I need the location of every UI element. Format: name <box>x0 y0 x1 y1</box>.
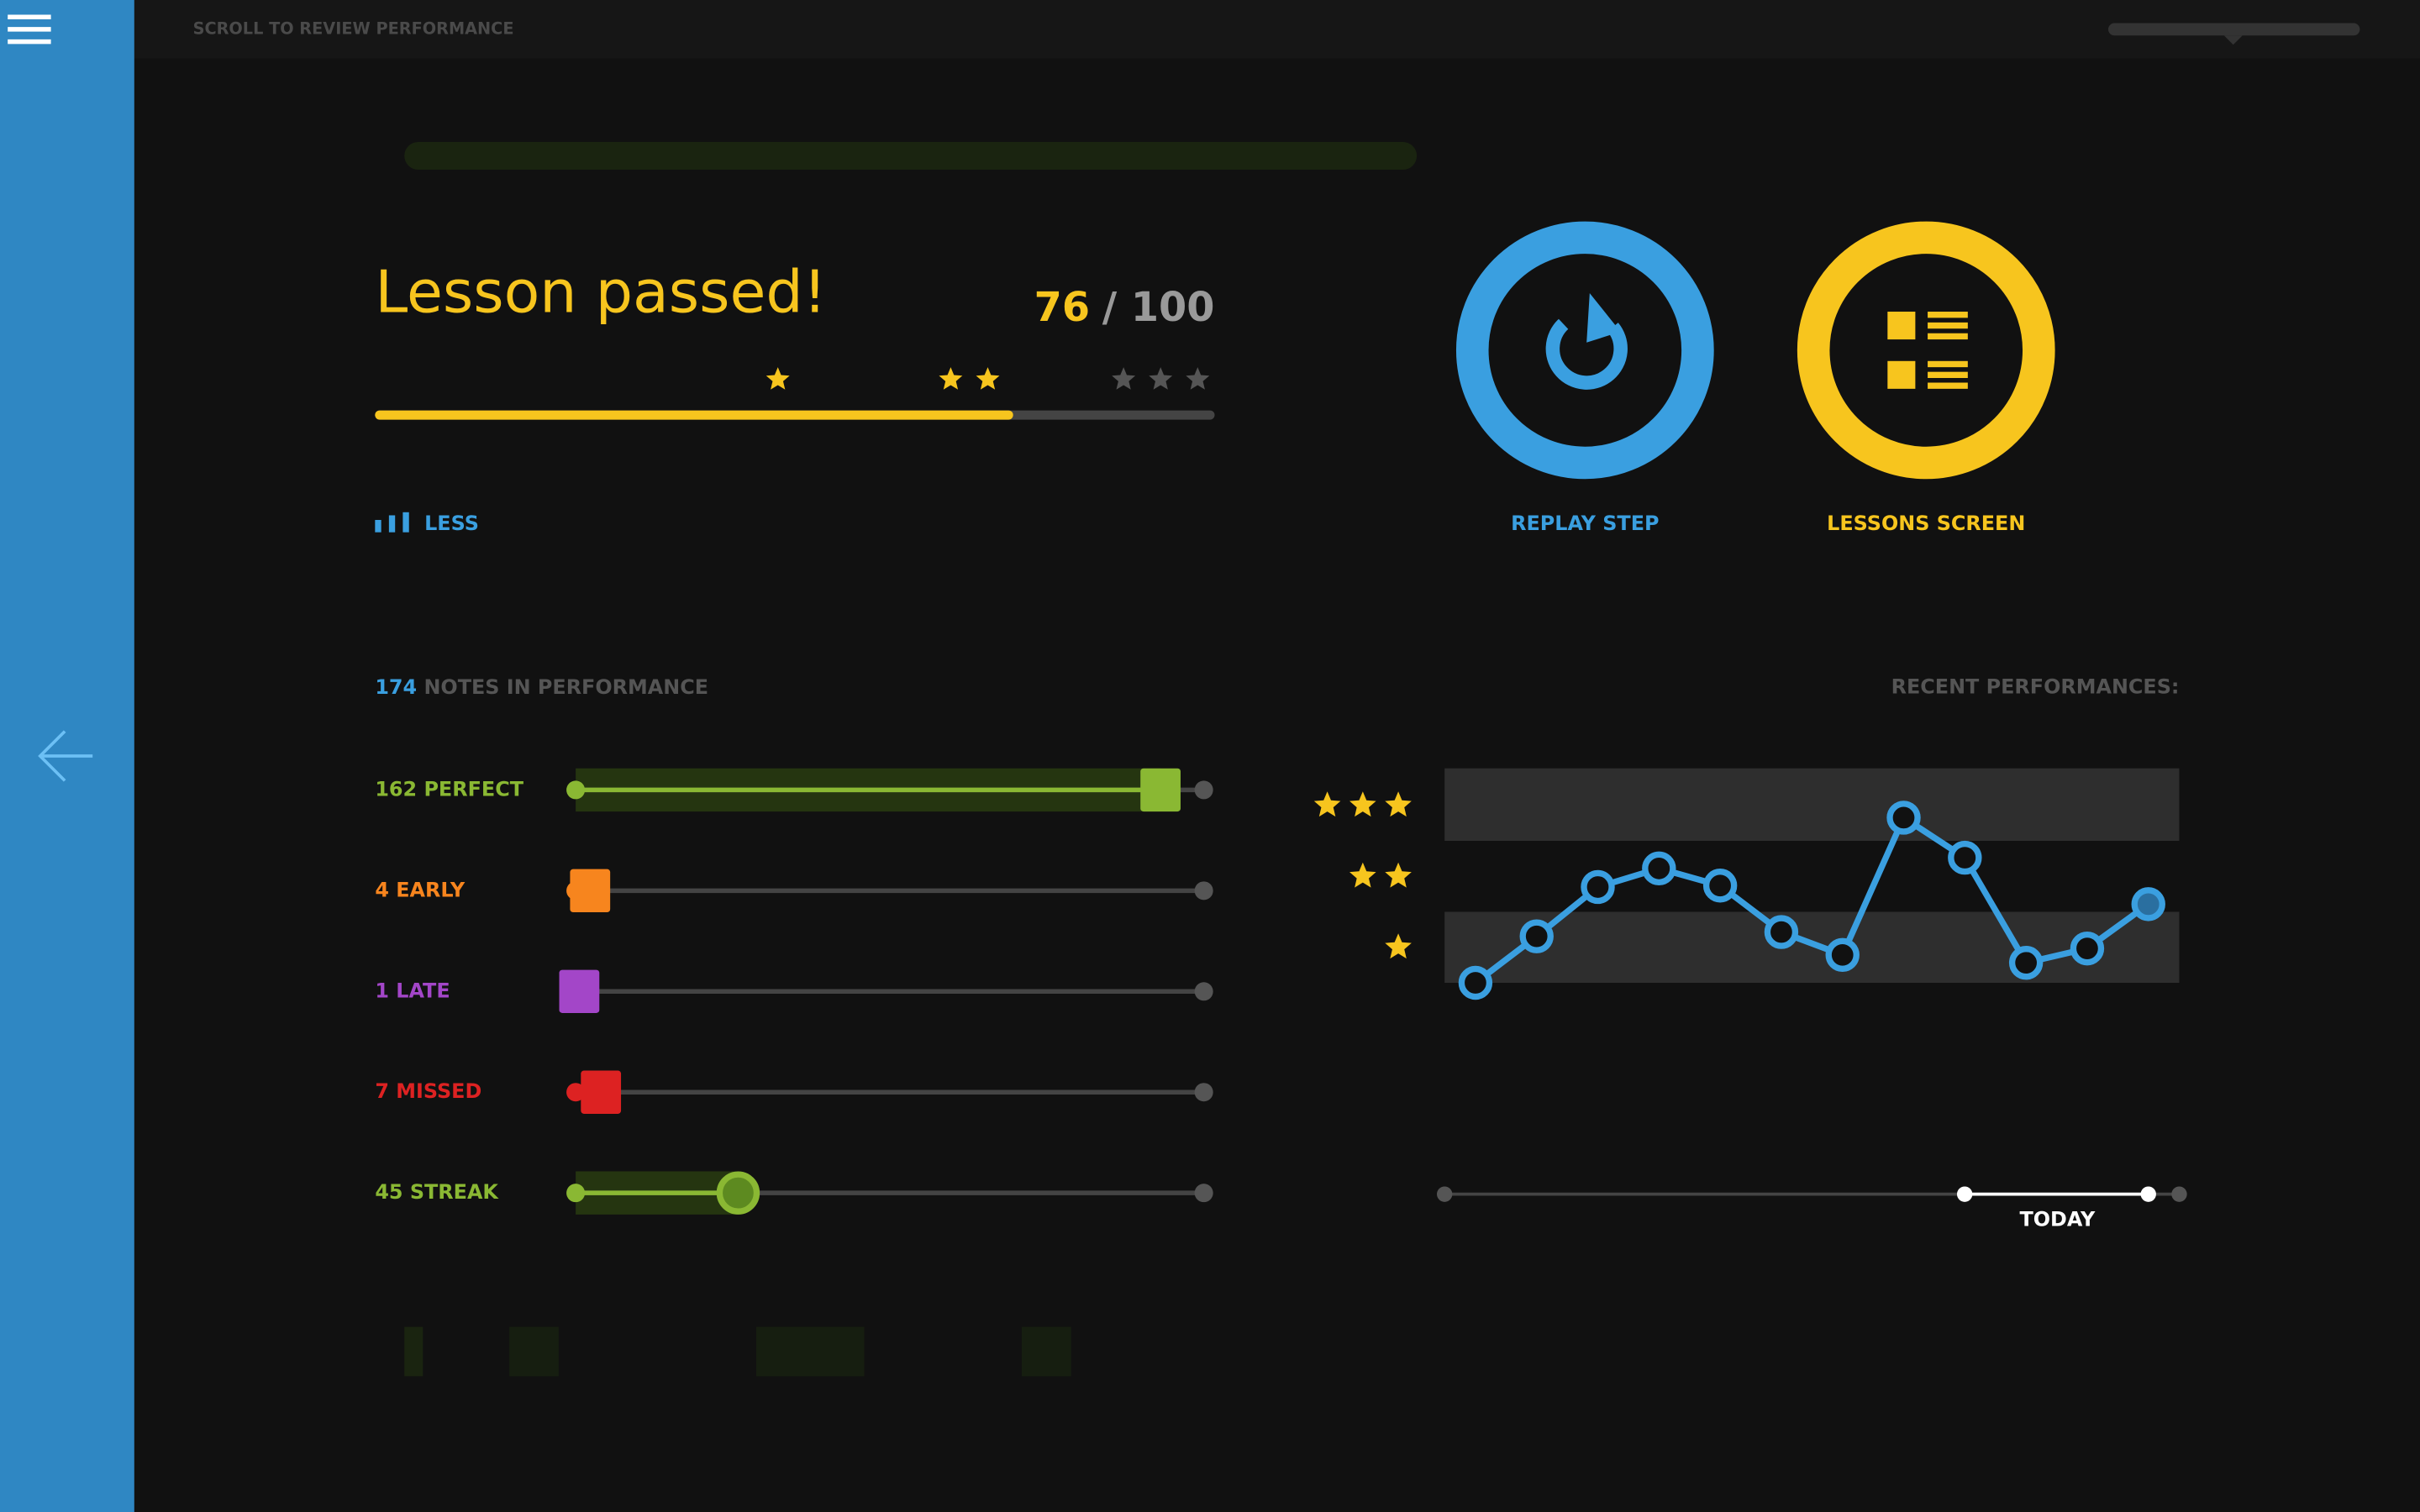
replay-arrow <box>1586 292 1621 343</box>
list-icon <box>1928 360 1968 368</box>
faint-note <box>1021 1326 1071 1377</box>
slider-handle <box>1140 768 1181 812</box>
three-star-band <box>1444 768 2180 842</box>
recent-point[interactable] <box>1886 801 1921 835</box>
slider-start <box>566 1083 586 1102</box>
recent-point[interactable] <box>2131 887 2165 921</box>
recent-point[interactable] <box>1458 965 1493 1000</box>
stat-count: 45 <box>375 1180 402 1204</box>
slider-handle <box>559 969 600 1013</box>
score-value: 76 <box>1034 285 1090 331</box>
timeline-dot <box>1437 1186 1453 1202</box>
replay-icon <box>1545 318 1628 390</box>
scroll-hint: SCROLL TO REVIEW PERFORMANCE <box>193 18 514 38</box>
timeline-handle[interactable] <box>2140 1186 2156 1202</box>
slider-end <box>1194 881 1213 900</box>
button-ring[interactable] <box>1797 221 2055 480</box>
scroll-pill[interactable] <box>2107 23 2360 36</box>
notes-label: NOTES IN PERFORMANCE <box>424 675 708 699</box>
star <box>1186 367 1210 390</box>
result-title: Lesson passed! <box>375 259 826 327</box>
notes-count: 174 <box>375 675 417 699</box>
stat-name: EARLY <box>396 878 466 901</box>
stat-label: 7 MISSED <box>375 1079 481 1103</box>
star <box>765 367 790 390</box>
recent-point[interactable] <box>1825 937 1860 973</box>
star <box>1349 791 1376 817</box>
slider-end <box>1194 1184 1213 1203</box>
star <box>1349 862 1376 888</box>
less-icon[interactable] <box>375 512 409 533</box>
recent-point[interactable] <box>1581 869 1615 905</box>
recent-point[interactable] <box>1764 915 1799 949</box>
star <box>1149 367 1173 390</box>
star <box>1313 791 1341 817</box>
stat-count: 4 <box>375 878 389 901</box>
recent-point[interactable] <box>1642 851 1676 886</box>
timeline-handle[interactable] <box>1956 1186 1973 1202</box>
less-toggle[interactable]: LESS <box>424 512 479 535</box>
slider-handle <box>570 869 611 913</box>
stat-name: STREAK <box>410 1180 500 1204</box>
star <box>939 367 963 390</box>
one-star-band <box>1444 911 2180 983</box>
list-icon <box>1928 371 1968 378</box>
slider-end <box>1194 982 1213 1001</box>
stat-count: 162 <box>375 777 417 801</box>
stat-name: MISSED <box>396 1079 481 1103</box>
list-icon <box>1928 312 1968 318</box>
stat-label: 4 EARLY <box>375 878 466 901</box>
slider-handle <box>716 1171 760 1215</box>
today-label: TODAY <box>2019 1207 2096 1231</box>
list-icon <box>1928 382 1968 389</box>
slider-end <box>1194 1083 1213 1102</box>
recent-point[interactable] <box>1702 869 1738 903</box>
list-icon <box>1928 333 1968 340</box>
score-max: / 100 <box>1102 285 1215 331</box>
faint-note <box>509 1326 559 1377</box>
menu-icon[interactable] <box>8 14 51 45</box>
top-bar <box>134 0 2420 59</box>
button-label: LESSONS SCREEN <box>1827 512 2025 535</box>
back-arrow[interactable] <box>38 730 93 782</box>
button-ring[interactable] <box>1455 221 1714 480</box>
recent-title: RECENT PERFORMANCES: <box>1891 675 2180 699</box>
timeline-dot <box>2171 1186 2187 1202</box>
stat-count: 7 <box>375 1079 389 1103</box>
star <box>1385 862 1412 888</box>
stat-count: 1 <box>375 979 389 1002</box>
stat-name: LATE <box>396 979 450 1002</box>
pill-pointer <box>2223 35 2243 45</box>
stat-label: 1 LATE <box>375 979 450 1002</box>
star <box>1385 791 1412 817</box>
faint-note <box>404 1326 424 1377</box>
slider-handle <box>581 1070 622 1114</box>
list-icon <box>1928 322 1968 329</box>
stat-label: 45 STREAK <box>375 1180 499 1204</box>
progress-fill <box>375 410 1013 420</box>
stat-label: 162 PERFECT <box>375 777 523 801</box>
score: 76 / 100 <box>1034 285 1215 331</box>
button-label: REPLAY STEP <box>1511 512 1659 535</box>
recent-point[interactable] <box>1948 840 1982 875</box>
star <box>1112 367 1136 390</box>
slider-end <box>1194 780 1213 800</box>
recent-point[interactable] <box>1519 919 1554 953</box>
faint-note <box>756 1326 865 1377</box>
recent-point[interactable] <box>2008 945 2044 980</box>
recent-point[interactable] <box>2070 931 2105 966</box>
list-icon <box>1887 312 1916 340</box>
list-icon <box>1887 360 1916 389</box>
star <box>1385 933 1412 959</box>
notes-summary: 174 NOTES IN PERFORMANCE <box>375 675 708 699</box>
faint-track <box>404 141 1418 171</box>
stat-name: PERFECT <box>424 777 523 801</box>
star <box>976 367 1000 390</box>
